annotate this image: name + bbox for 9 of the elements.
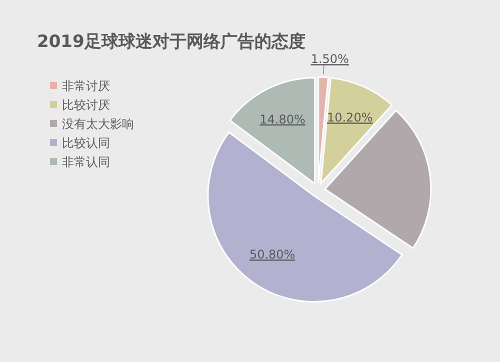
legend-label: 非常讨厌 — [62, 79, 110, 93]
legend-label: 没有太大影响 — [62, 117, 134, 131]
chart-title: 2019足球球迷对于网络广告的态度 — [37, 32, 306, 52]
data-label: 1.50% — [310, 52, 349, 66]
legend-label: 比较认同 — [62, 136, 110, 150]
data-label: 14.80% — [260, 112, 306, 126]
legend-label: 比较讨厌 — [62, 98, 110, 112]
legend-label: 非常认同 — [62, 155, 110, 169]
data-label: 50.80% — [249, 248, 296, 262]
